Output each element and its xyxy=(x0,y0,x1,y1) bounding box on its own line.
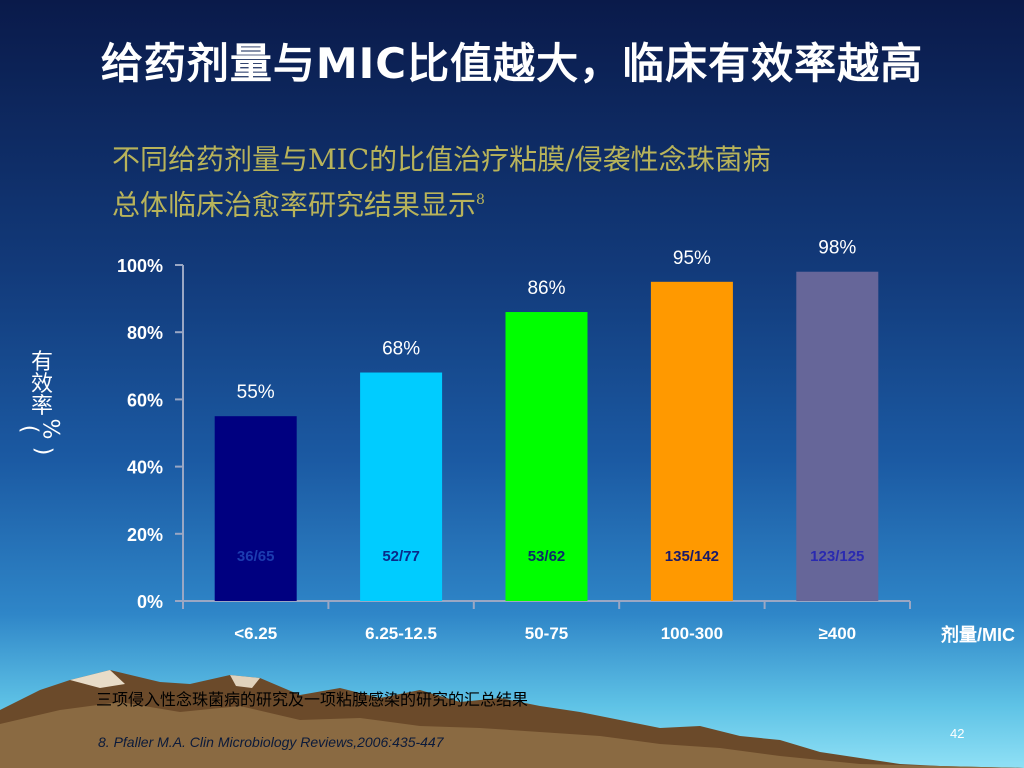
mountain-background-art xyxy=(0,670,1024,768)
bar-value-label: 95% xyxy=(673,248,711,269)
x-tick-label: 6.25-12.5 xyxy=(365,624,437,643)
footer-note: 三项侵入性念珠菌病的研究及一项粘膜感染的研究的汇总结果 xyxy=(96,690,529,709)
y-tick-label: 80% xyxy=(127,323,163,343)
subtitle-line-1: 不同给药剂量与MIC的比值治疗粘膜/侵袭性念珠菌病 xyxy=(112,143,771,176)
y-tick-label: 20% xyxy=(127,525,163,545)
bar xyxy=(796,271,879,601)
bar xyxy=(214,416,297,601)
y-tick-label: 40% xyxy=(127,458,163,478)
x-tick-label: 50-75 xyxy=(525,624,568,643)
bar xyxy=(650,281,733,601)
bar-count-label: 123/125 xyxy=(810,548,864,565)
reference-citation: 8. Pfaller M.A. Clin Microbiology Review… xyxy=(98,734,444,750)
y-tick-label: 100% xyxy=(117,256,163,276)
x-tick-label: 100-300 xyxy=(661,624,723,643)
y-axis-title: 有 效 率 ( % ) xyxy=(16,350,63,462)
bar-value-label: 86% xyxy=(527,278,565,299)
subtitle-reference-mark: 8 xyxy=(476,192,485,208)
bar-value-label: 55% xyxy=(237,382,275,403)
bar-value-label: 68% xyxy=(382,339,420,360)
y-axis-title-char: 率 xyxy=(30,394,53,419)
bar xyxy=(505,312,588,601)
y-tick-label: 0% xyxy=(137,592,163,612)
bar-count-label: 53/62 xyxy=(528,548,566,565)
y-tick-label: 60% xyxy=(127,390,163,410)
bar-count-label: 36/65 xyxy=(237,548,275,565)
chart-subtitle: 不同给药剂量与MIC的比值治疗粘膜/侵袭性念珠菌病 总体临床治愈率研究结果显示8 xyxy=(112,140,932,225)
bar xyxy=(360,372,443,601)
bar-count-label: 52/77 xyxy=(382,548,420,565)
x-axis-title: 剂量/MIC xyxy=(941,624,1015,645)
slide-title: 给药剂量与MIC比值越大，临床有效率越高 xyxy=(100,39,924,88)
subtitle-line-2: 总体临床治愈率研究结果显示 xyxy=(112,188,477,222)
y-axis-title-char: 效 xyxy=(30,372,53,397)
x-tick-label: ≥400 xyxy=(818,624,856,643)
bar-count-label: 135/142 xyxy=(665,548,719,565)
bar-value-label: 98% xyxy=(818,238,856,259)
page-number: 42 xyxy=(950,726,965,741)
y-axis-title-char: 有 xyxy=(30,350,53,375)
x-tick-label: <6.25 xyxy=(234,624,277,643)
